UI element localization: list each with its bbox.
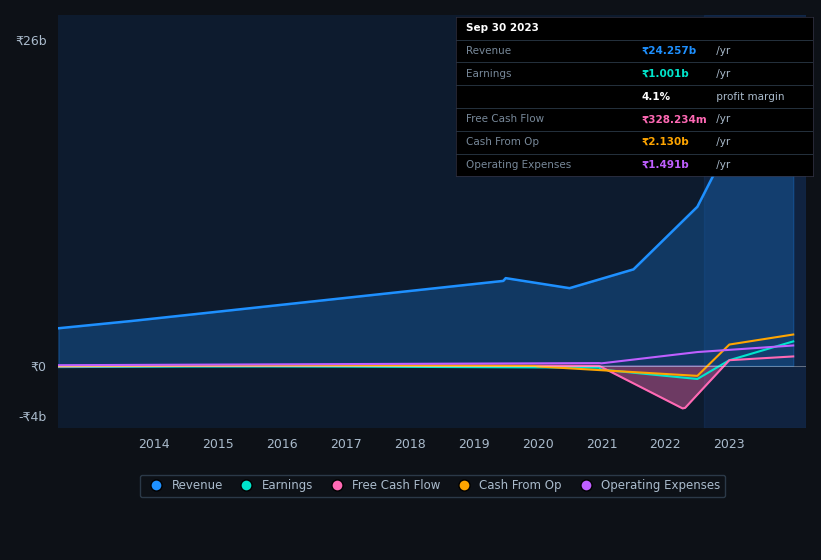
- Bar: [704, 15, 806, 428]
- Text: /yr: /yr: [713, 69, 730, 79]
- Text: /yr: /yr: [713, 137, 730, 147]
- Text: profit margin: profit margin: [713, 92, 784, 101]
- Text: ₹1.491b: ₹1.491b: [641, 160, 689, 170]
- Text: Sep 30 2023: Sep 30 2023: [466, 23, 539, 33]
- Legend: Revenue, Earnings, Free Cash Flow, Cash From Op, Operating Expenses: Revenue, Earnings, Free Cash Flow, Cash …: [140, 474, 725, 497]
- Text: Cash From Op: Cash From Op: [466, 137, 539, 147]
- Text: Operating Expenses: Operating Expenses: [466, 160, 571, 170]
- Text: Earnings: Earnings: [466, 69, 511, 79]
- Text: Revenue: Revenue: [466, 46, 511, 56]
- Text: ₹2.130b: ₹2.130b: [641, 137, 689, 147]
- Text: ₹24.257b: ₹24.257b: [641, 46, 696, 56]
- Text: /yr: /yr: [713, 114, 730, 124]
- Text: 4.1%: 4.1%: [641, 92, 671, 101]
- Text: /yr: /yr: [713, 46, 730, 56]
- Text: ₹1.001b: ₹1.001b: [641, 69, 689, 79]
- Text: /yr: /yr: [713, 160, 730, 170]
- Text: ₹328.234m: ₹328.234m: [641, 114, 707, 124]
- Text: Free Cash Flow: Free Cash Flow: [466, 114, 544, 124]
